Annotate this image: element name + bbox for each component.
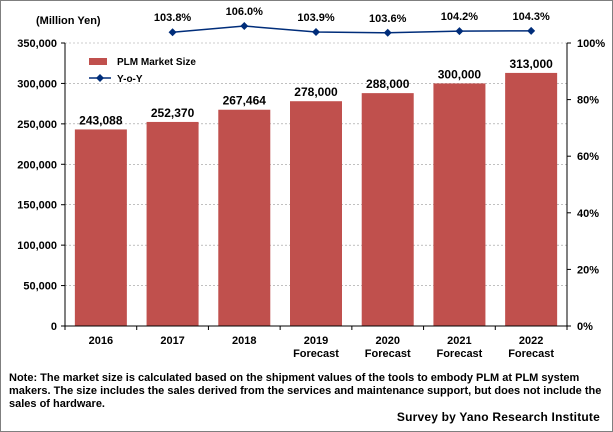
right-tick-label: 0% — [577, 321, 593, 333]
bar — [361, 93, 414, 326]
bar — [218, 109, 271, 326]
legend-line-marker — [96, 74, 104, 82]
x-tick-label: 2017 — [160, 335, 184, 347]
yoy-value-label: 106.0% — [226, 6, 264, 18]
bar-value-label: 313,000 — [509, 57, 553, 71]
yoy-value-label: 103.8% — [154, 12, 192, 24]
yoy-marker — [527, 26, 536, 35]
left-tick-label: 150,000 — [17, 200, 57, 212]
yoy-value-label: 103.9% — [297, 12, 335, 24]
yoy-value-label: 104.2% — [441, 11, 479, 23]
legend-bar-swatch — [89, 58, 107, 65]
yoy-value-label: 104.3% — [512, 11, 550, 23]
yoy-marker — [168, 28, 177, 37]
bar — [146, 121, 199, 326]
x-tick-label: 2016 — [89, 335, 113, 347]
left-tick-label: 300,000 — [17, 78, 57, 90]
bar — [505, 72, 558, 326]
chart: (Million Yen) 0 50,000 100,000 150,000 200,0… — [17, 6, 605, 360]
left-tick-label: 200,000 — [17, 159, 57, 171]
x-tick-label: Forecast — [293, 348, 339, 360]
y-axis-unit-label: (Million Yen) — [36, 15, 101, 27]
bar-value-label: 252,370 — [151, 106, 195, 120]
yoy-marker — [312, 27, 320, 36]
x-tick-label: 2022 — [519, 335, 543, 347]
legend-bar-label: PLM Market Size — [117, 57, 196, 68]
bar — [74, 129, 127, 326]
bar-value-label: 267,464 — [223, 94, 267, 108]
bar-value-label: 243,088 — [79, 113, 123, 127]
left-tick-label: 0 — [51, 321, 57, 333]
bar-value-label: 300,000 — [438, 67, 482, 81]
source-credit: Survey by Yano Research Institute — [396, 410, 600, 424]
bar — [433, 83, 486, 326]
right-tick-label: 60% — [577, 151, 599, 163]
bar — [290, 101, 342, 327]
yoy-line — [172, 25, 532, 34]
x-tick-label: Forecast — [365, 348, 411, 360]
yoy-marker — [240, 22, 249, 31]
yoy-value-label: 103.6% — [369, 13, 407, 25]
yoy-marker — [383, 28, 392, 37]
left-tick-label: 50,000 — [23, 281, 57, 293]
left-tick-label: 350,000 — [17, 38, 57, 50]
x-tick-label: 2021 — [447, 335, 471, 347]
right-tick-label: 80% — [577, 95, 599, 107]
right-tick-label: 20% — [577, 264, 599, 276]
x-tick-label: Forecast — [508, 348, 554, 360]
left-tick-label: 100,000 — [17, 240, 57, 252]
right-tick-label: 40% — [577, 208, 599, 220]
x-tick-label: 2020 — [375, 335, 399, 347]
left-tick-label: 250,000 — [17, 119, 57, 131]
bar-value-label: 288,000 — [366, 77, 410, 91]
legend-line-label: Y-o-Y — [117, 74, 143, 85]
bar-value-label: 278,000 — [294, 85, 338, 99]
legend: PLM Market Size Y-o-Y — [89, 57, 196, 85]
footnote: Note: The market size is calculated base… — [9, 372, 602, 410]
x-tick-label: Forecast — [436, 348, 482, 360]
x-tick-label: 2018 — [232, 335, 256, 347]
yoy-marker — [455, 27, 464, 36]
x-tick-label: 2019 — [304, 335, 328, 347]
right-tick-label: 100% — [577, 38, 605, 50]
